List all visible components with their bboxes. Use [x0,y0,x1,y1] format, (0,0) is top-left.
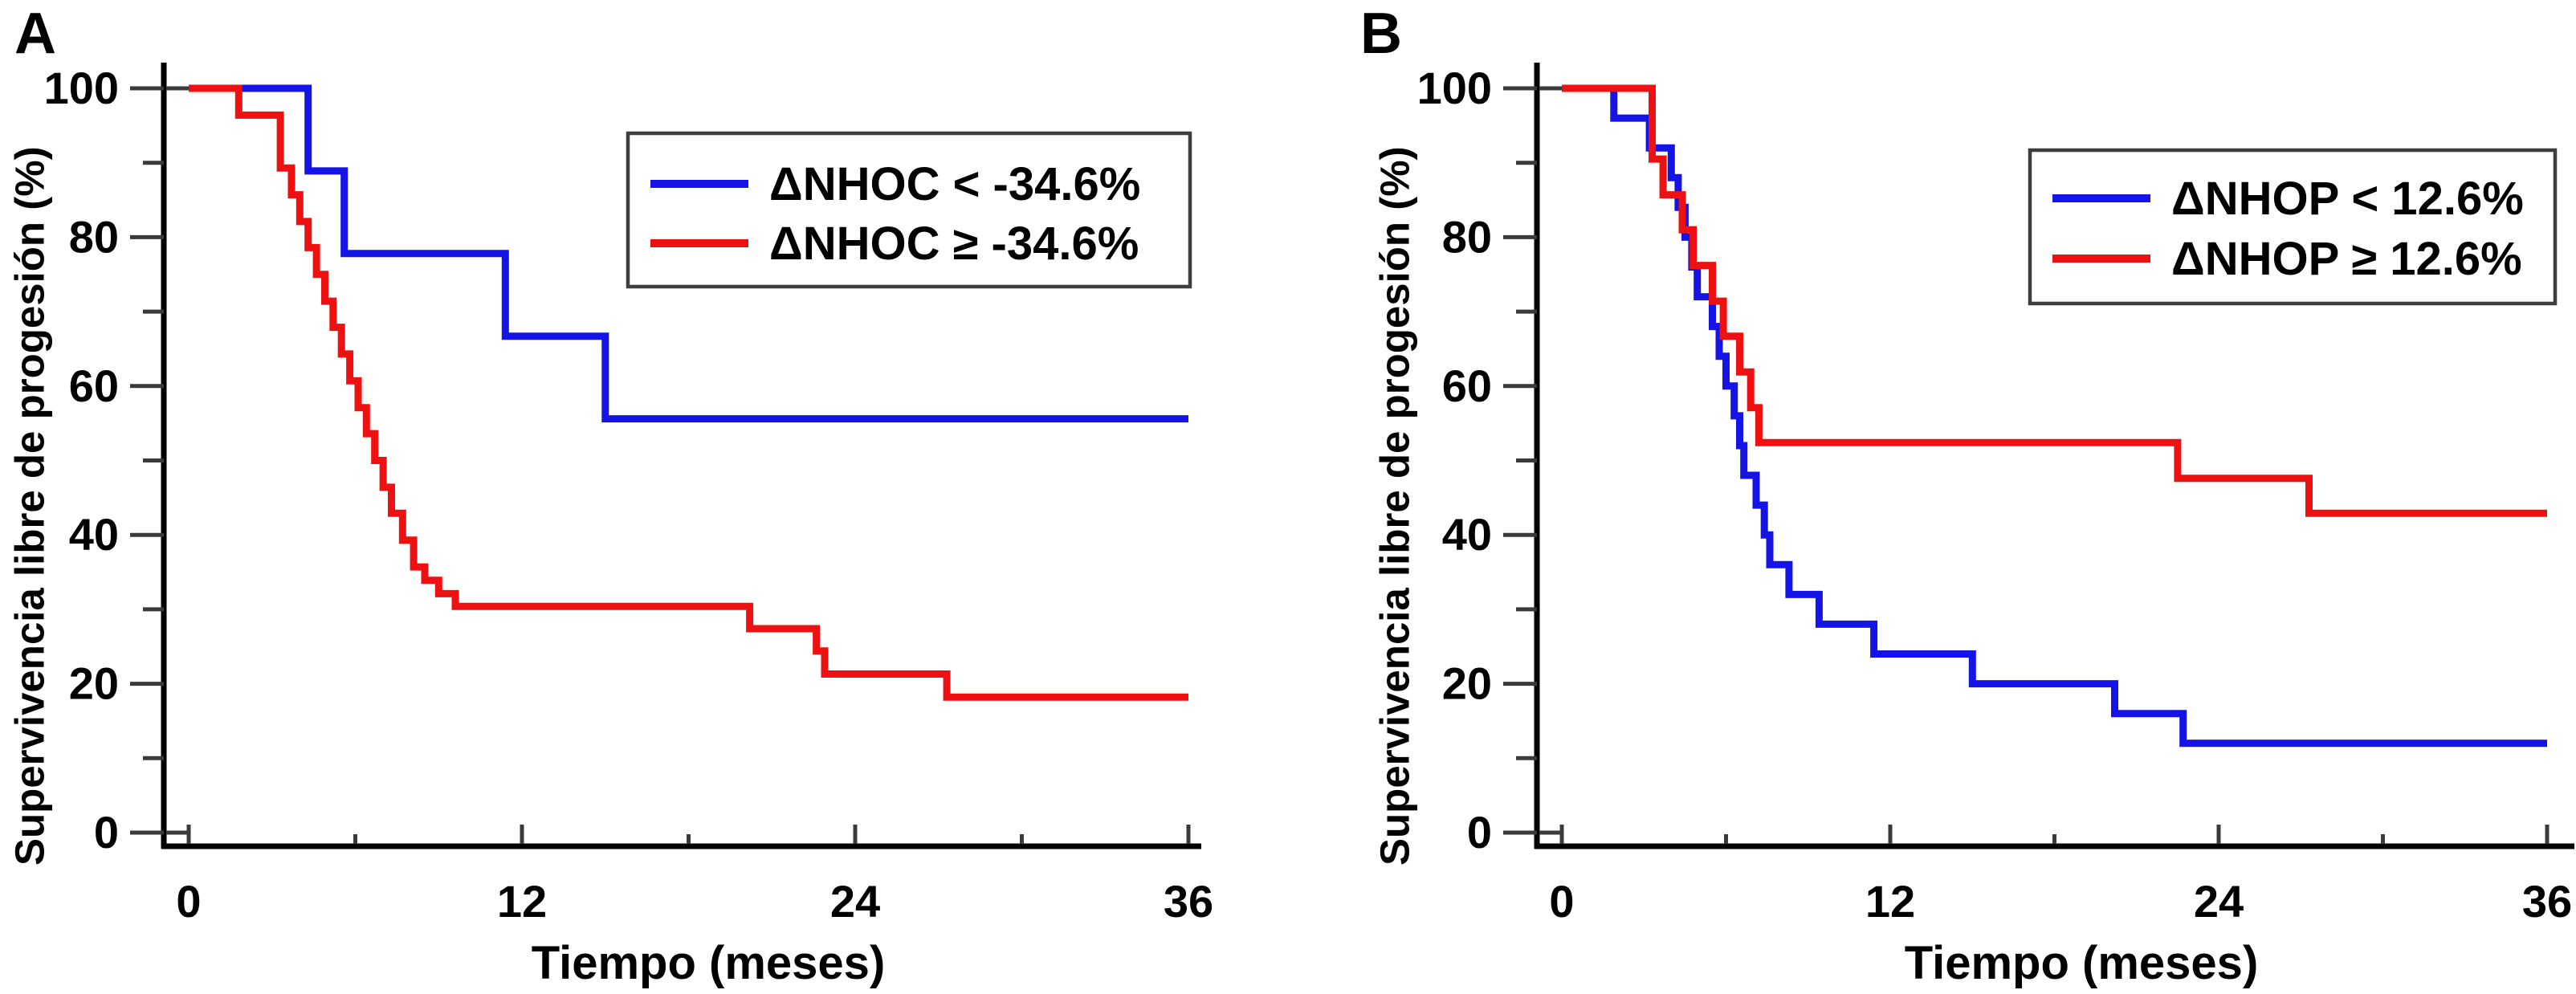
y-tick-label: 20 [1442,658,1492,709]
x-tick-label: 0 [1549,876,1574,927]
y-axis-title-b: Supervivencia libre de progesión (%) [1372,146,1418,866]
y-tick-label: 60 [69,361,119,411]
panel-label-b: B [1360,2,1402,66]
y-tick-label: 20 [69,658,119,709]
x-tick-label: 0 [176,876,201,927]
x-tick-label: 24 [830,876,880,927]
x-tick-label: 36 [1164,876,1213,927]
km-curve-red [1562,84,2547,517]
legend-label: ΔNHOC < -34.6% [769,158,1140,210]
km-curve-red [189,84,1188,701]
y-axis-title-a: Supervivencia libre de progesión (%) [6,146,53,866]
y-tick-label: 0 [94,807,119,858]
y-tick-label: 40 [1442,509,1492,560]
legend-box [2028,148,2558,306]
y-tick-label: 80 [69,211,119,262]
legend: ΔNHOC < -34.6% ΔNHOC ≥ -34.6% [626,131,1192,289]
panel-A: 0 20 40 60 80 100 0 12 24 36 ΔNHOC < -34.6% ΔNHOC ≥… [44,63,1213,927]
y-tick-label: 100 [44,63,119,113]
panel-label-a: A [14,2,56,66]
y-tick-label: 100 [1417,63,1492,113]
legend-label: ΔNHOP ≥ 12.6% [2171,233,2522,285]
y-tick-label: 60 [1442,361,1492,411]
y-tick-label: 40 [69,509,119,560]
legend-label: ΔNHOC ≥ -34.6% [769,218,1139,270]
legend-label: ΔNHOP < 12.6% [2171,173,2524,225]
x-axis-title-b: Tiempo (meses) [1904,937,2259,989]
x-tick-label: 36 [2522,876,2572,927]
legend: ΔNHOP < 12.6% ΔNHOP ≥ 12.6% [2028,148,2558,306]
y-tick-label: 0 [1467,807,1492,858]
km-curve-blue [189,84,1188,423]
y-tick-label: 80 [1442,211,1492,262]
x-tick-label: 12 [497,876,547,927]
x-tick-label: 12 [1865,876,1915,927]
x-tick-label: 24 [2194,876,2244,927]
legend-box [626,131,1192,289]
x-axis-title-a: Tiempo (meses) [531,937,886,989]
panel-B: 0 20 40 60 80 100 0 12 24 36 ΔNHOP < 12.6% ΔNHOP ≥ … [1417,63,2574,927]
